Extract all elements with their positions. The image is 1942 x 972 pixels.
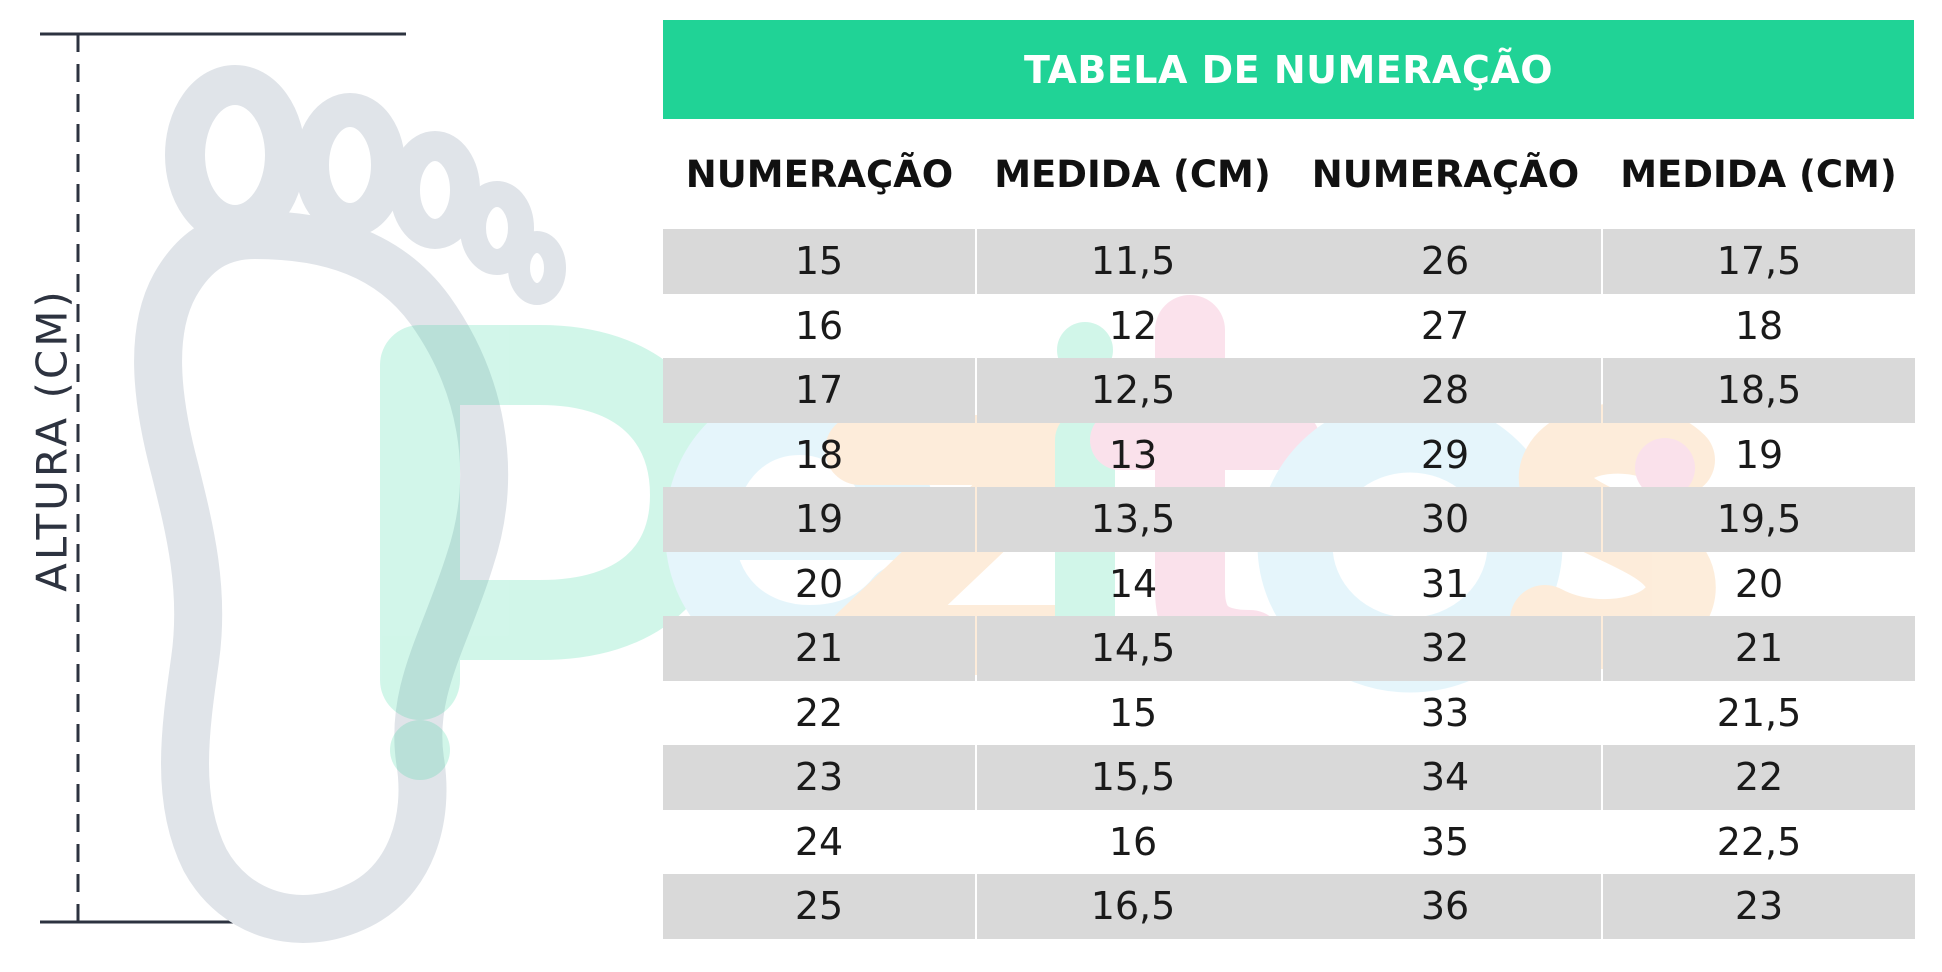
table-row: 27 18 bbox=[1289, 294, 1915, 359]
size-cell: 16 bbox=[794, 303, 844, 348]
table-row: 33 21,5 bbox=[1289, 681, 1915, 746]
table-row: 29 19 bbox=[1289, 423, 1915, 488]
table-row: 20 14 bbox=[663, 552, 1289, 617]
table-row: 35 22,5 bbox=[1289, 810, 1915, 875]
size-cell: 24 bbox=[794, 819, 844, 864]
table-row: 25 16,5 bbox=[663, 874, 1289, 939]
size-cell: 23 bbox=[663, 745, 975, 810]
size-cell: 17 bbox=[663, 358, 975, 423]
measure-cell: 16,5 bbox=[977, 874, 1289, 939]
height-axis-label: ALTURA (CM) bbox=[27, 288, 77, 592]
table-header-row: NUMERAÇÃO MEDIDA (CM) bbox=[1289, 119, 1915, 229]
measure-cell: 15 bbox=[1108, 690, 1158, 735]
size-cell: 30 bbox=[1289, 487, 1601, 552]
size-cell: 25 bbox=[663, 874, 975, 939]
foot-illustration: ALTURA (CM) bbox=[0, 0, 640, 972]
measure-cell: 13 bbox=[1108, 432, 1158, 477]
foot-icon bbox=[40, 32, 566, 943]
size-cell: 22 bbox=[794, 690, 844, 735]
size-cell: 20 bbox=[794, 561, 844, 606]
size-cell: 31 bbox=[1420, 561, 1470, 606]
measure-cell: 19,5 bbox=[1603, 487, 1915, 552]
measure-cell: 18,5 bbox=[1603, 358, 1915, 423]
measure-cell: 16 bbox=[1108, 819, 1158, 864]
measure-cell: 19 bbox=[1734, 432, 1784, 477]
table-right-half: NUMERAÇÃO MEDIDA (CM) 26 17,5 27 18 28 18,5 29… bbox=[1289, 119, 1915, 939]
table-header-row: NUMERAÇÃO MEDIDA (CM) bbox=[663, 119, 1289, 229]
header-measure-left: MEDIDA (CM) bbox=[994, 152, 1271, 196]
size-chart-table: TABELA DE NUMERAÇÃO NUMERAÇÃO MEDIDA (CM… bbox=[663, 20, 1915, 939]
table-left-half: NUMERAÇÃO MEDIDA (CM) 15 11,5 16 12 17 12,5 18… bbox=[663, 119, 1289, 939]
table-body-left: 15 11,5 16 12 17 12,5 18 13 19 13,5 20 14 21 14,5 22 15… bbox=[663, 229, 1289, 939]
measure-cell: 14 bbox=[1108, 561, 1158, 606]
size-cell: 33 bbox=[1420, 690, 1470, 735]
size-cell: 26 bbox=[1289, 229, 1601, 294]
measure-cell: 17,5 bbox=[1603, 229, 1915, 294]
measure-cell: 23 bbox=[1603, 874, 1915, 939]
measure-cell: 20 bbox=[1734, 561, 1784, 606]
table-row: 30 19,5 bbox=[1289, 487, 1915, 552]
table-row: 17 12,5 bbox=[663, 358, 1289, 423]
size-cell: 21 bbox=[663, 616, 975, 681]
measure-cell: 22 bbox=[1603, 745, 1915, 810]
measure-cell: 12,5 bbox=[977, 358, 1289, 423]
measure-cell: 18 bbox=[1734, 303, 1784, 348]
size-cell: 35 bbox=[1420, 819, 1470, 864]
size-cell: 19 bbox=[663, 487, 975, 552]
table-row: 16 12 bbox=[663, 294, 1289, 359]
table-row: 28 18,5 bbox=[1289, 358, 1915, 423]
size-cell: 32 bbox=[1289, 616, 1601, 681]
size-cell: 15 bbox=[663, 229, 975, 294]
table-row: 23 15,5 bbox=[663, 745, 1289, 810]
table-row: 18 13 bbox=[663, 423, 1289, 488]
table-row: 36 23 bbox=[1289, 874, 1915, 939]
measure-cell: 21,5 bbox=[1716, 690, 1802, 735]
table-title: TABELA DE NUMERAÇÃO bbox=[663, 20, 1914, 119]
table-row: 31 20 bbox=[1289, 552, 1915, 617]
size-cell: 29 bbox=[1420, 432, 1470, 477]
measure-cell: 22,5 bbox=[1716, 819, 1802, 864]
header-measure-right: MEDIDA (CM) bbox=[1620, 152, 1897, 196]
measure-cell: 21 bbox=[1603, 616, 1915, 681]
size-cell: 27 bbox=[1420, 303, 1470, 348]
table-row: 21 14,5 bbox=[663, 616, 1289, 681]
size-cell: 28 bbox=[1289, 358, 1601, 423]
table-body-right: 26 17,5 27 18 28 18,5 29 19 30 19,5 31 20 32 21 33 21,5… bbox=[1289, 229, 1915, 939]
table-row: 32 21 bbox=[1289, 616, 1915, 681]
size-cell: 18 bbox=[794, 432, 844, 477]
size-cell: 36 bbox=[1289, 874, 1601, 939]
table-row: 15 11,5 bbox=[663, 229, 1289, 294]
table-row: 24 16 bbox=[663, 810, 1289, 875]
measure-cell: 14,5 bbox=[977, 616, 1289, 681]
table-row: 26 17,5 bbox=[1289, 229, 1915, 294]
table-row: 22 15 bbox=[663, 681, 1289, 746]
header-size-right: NUMERAÇÃO bbox=[1311, 152, 1580, 196]
table-row: 34 22 bbox=[1289, 745, 1915, 810]
measure-cell: 11,5 bbox=[977, 229, 1289, 294]
header-size-left: NUMERAÇÃO bbox=[685, 152, 954, 196]
table-row: 19 13,5 bbox=[663, 487, 1289, 552]
measure-cell: 13,5 bbox=[977, 487, 1289, 552]
measure-cell: 15,5 bbox=[977, 745, 1289, 810]
size-cell: 34 bbox=[1289, 745, 1601, 810]
measure-cell: 12 bbox=[1108, 303, 1158, 348]
